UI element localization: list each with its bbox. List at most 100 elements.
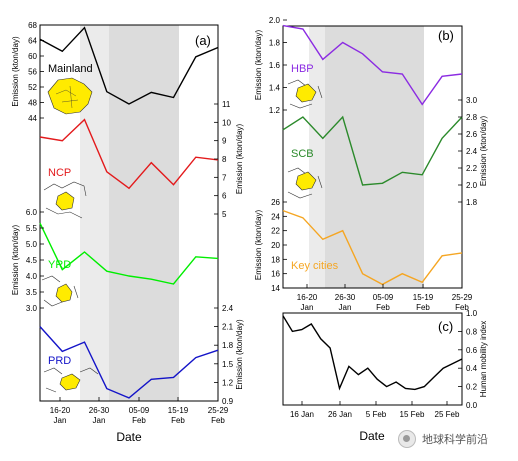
map-inset-mainland [47,77,93,115]
y-axis-title: Emission (kton/day) [235,319,244,390]
x-tick-label: 26-30 [89,406,110,415]
series-label: Mainland [48,63,93,75]
panel-a-x-title: Date [116,430,142,444]
panel-c-lines [282,315,463,391]
x-tick-label-month: Feb [132,416,146,425]
x-tick-label-month: Feb [171,416,185,425]
map-inset-yrd [41,275,79,307]
y-tick-label: 5 [222,210,227,219]
x-tick-label-month: Feb [211,416,225,425]
y-tick-label: 0.0 [466,401,478,410]
y-axis-title: Emission (kton/day) [11,225,20,296]
y-tick-label: 2.0 [269,16,281,25]
x-tick-label: 15-19 [413,293,434,302]
x-tick-label: 26 Jan [328,410,352,419]
shade-dark-b [325,26,424,288]
panel-b-lines [282,24,463,286]
y-tick-label: 1.8 [222,341,234,350]
y-tick-label: 2.8 [466,113,478,122]
y-tick-label: 0.2 [466,383,478,392]
y-tick-label: 20 [271,241,280,250]
panel-c-x-title: Date [359,429,385,443]
y-tick-label: 68 [28,21,37,30]
y-axis-title: Emission (kton/day) [479,116,488,187]
y-tick-label: 14 [271,284,280,293]
x-tick-label-month: Jan [301,303,314,312]
y-tick-label: 2.2 [466,164,478,173]
y-tick-label: 10 [222,118,231,127]
y-axis-title: Emission (kton/day) [254,210,263,281]
series-line-prd [39,326,219,399]
y-tick-label: 4.5 [26,256,38,265]
y-tick-label: 2.1 [222,323,234,332]
y-tick-label: 48 [28,99,37,108]
x-tick-label: 16-20 [297,293,318,302]
y-tick-label: 5.0 [26,240,38,249]
y-tick-label: 6 [222,192,227,201]
series-line-yrd [39,222,219,285]
x-tick-label: 16 Jan [290,410,314,419]
y-axis-title: Emission (kton/day) [235,124,244,195]
map-inset-ncp [43,181,87,219]
series-line-scb [282,115,463,186]
wechat-logo-icon [398,430,416,448]
panel-a-label: (a) [195,33,211,48]
x-tick-label: 05-09 [129,406,150,415]
y-tick-label: 0.4 [466,364,478,373]
x-tick-label: 5 Feb [366,410,387,419]
y-tick-label: 18 [271,255,280,264]
y-tick-label: 44 [28,114,37,123]
y-tick-label: 2.4 [222,304,234,313]
y-tick-label: 1.2 [222,378,234,387]
y-axis-title: Human mobility index [479,321,488,397]
y-tick-label: 22 [271,227,280,236]
y-tick-label: 5.5 [26,224,38,233]
y-tick-label: 3.5 [26,288,38,297]
x-tick-label: 25-29 [208,406,229,415]
x-tick-label-month: Jan [93,416,106,425]
y-tick-label: 2.0 [466,181,478,190]
series-label: NCP [48,167,71,179]
series-line-mainland [39,26,219,105]
y-tick-label: 16 [271,270,280,279]
series-label: SCB [291,148,314,160]
y-tick-label: 3.0 [26,304,38,313]
y-tick-label: 64 [28,37,37,46]
y-tick-label: 7 [222,173,227,182]
x-tick-label: 15-19 [168,406,189,415]
y-tick-label: 8 [222,155,227,164]
y-tick-label: 1.8 [466,198,478,207]
x-tick-label: 05-09 [373,293,394,302]
series-line-mobility [282,315,463,391]
panel-a-series-labels: Mainland NCP YRD PRD [48,63,93,367]
y-axis-title: Emission (kton/day) [254,30,263,101]
x-tick-label: 16-20 [50,406,71,415]
panel-a-lines [39,26,219,399]
y-tick-label: 11 [222,100,231,109]
x-tick-label: 25-29 [452,293,473,302]
series-label: PRD [48,355,71,367]
y-tick-label: 2.4 [466,147,478,156]
watermark-text: 地球科学前沿 [422,433,488,446]
panel-b-label: (b) [438,28,454,43]
y-tick-label: 1.2 [269,106,281,115]
series-line-ncp [39,118,219,190]
y-tick-label: 26 [271,198,280,207]
x-tick-label-month: Feb [416,303,430,312]
y-axis-title: Emission (kton/day) [11,36,20,107]
y-tick-label: 9 [222,137,227,146]
watermark: 地球科学前沿 [398,430,488,448]
shade-dark-a [109,25,179,401]
y-tick-label: 1.8 [269,39,281,48]
y-tick-label: 24 [271,212,280,221]
series-line-key-cities [282,209,463,286]
x-tick-label-month: Feb [455,303,469,312]
